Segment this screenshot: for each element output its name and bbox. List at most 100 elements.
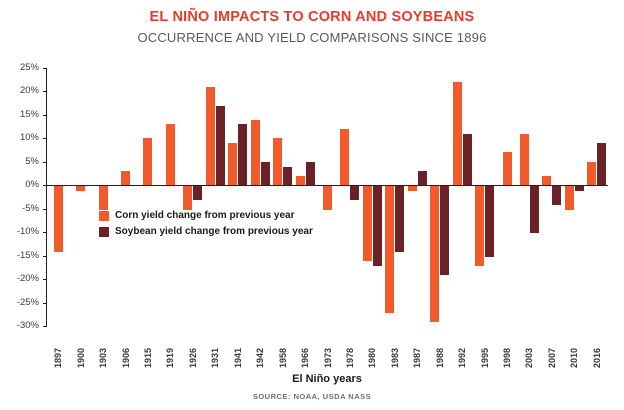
bar-corn-1942 (250, 119, 260, 186)
x-tick-label: 2007 (546, 347, 557, 368)
y-tick-label: 20% (19, 85, 39, 97)
bar-corn-1903 (98, 186, 108, 210)
legend: Corn yield change from previous year Soy… (99, 210, 313, 242)
bar-corn-1988 (430, 186, 440, 323)
bar-soybean-1992 (462, 133, 472, 186)
x-tick-label: 2010 (569, 347, 580, 368)
bar-soybean-2003 (529, 186, 539, 234)
x-tick-label: 1915 (142, 347, 153, 368)
y-tick-label: 0% (25, 179, 39, 191)
bar-corn-2007 (542, 175, 552, 186)
bar-corn-1987 (407, 186, 417, 191)
x-axis-labels: 1897 1900 1903 1906 1915 1919 1926 1931 1941 1942… (46, 330, 608, 370)
y-tick-label: -30% (16, 320, 39, 331)
x-tick-label: 1988 (434, 347, 445, 368)
y-tick-label: -25% (16, 296, 39, 308)
bar-soybean-1988 (440, 186, 450, 276)
bar-soybean-1987 (417, 171, 427, 186)
x-tick-label: 1958 (277, 347, 288, 368)
y-tick-label: 25% (19, 62, 39, 73)
y-tick-mark (43, 326, 47, 327)
zero-axis-line (47, 185, 608, 186)
bar-corn-1995 (475, 186, 485, 266)
bar-soybean-1958 (283, 166, 293, 186)
bar-corn-2016 (587, 161, 597, 186)
corn-legend-swatch (99, 210, 109, 221)
soybean-legend-label: Soybean yield change from previous year (115, 226, 313, 237)
bar-soybean-1926 (193, 186, 203, 201)
x-tick-label: 1980 (367, 347, 378, 368)
bar-corn-1973 (323, 186, 332, 210)
bar-soybean-1966 (305, 161, 315, 186)
y-tick-label: -5% (22, 202, 39, 214)
y-tick-label: -15% (16, 249, 39, 261)
x-tick-label: 1900 (75, 347, 86, 368)
y-tick-mark (43, 162, 47, 163)
bar-corn-1966 (295, 175, 305, 186)
y-tick-mark (43, 91, 47, 92)
x-axis-title: El Niño years (292, 373, 362, 385)
y-axis: 25% 20% 15% 10% 5% 0% -5% -10% -15% -20% -25% -30% (0, 62, 42, 331)
bar-soybean-1942 (260, 161, 270, 186)
bar-soybean-1978 (350, 186, 360, 201)
x-tick-label: 2016 (591, 347, 602, 368)
x-tick-label: 1919 (165, 347, 176, 368)
y-tick-label: -10% (16, 226, 39, 238)
bar-corn-1992 (452, 82, 462, 186)
y-tick-label: 5% (25, 155, 39, 167)
bar-soybean-1980 (372, 186, 382, 266)
y-tick-label: -20% (16, 273, 39, 285)
x-tick-label: 1897 (53, 347, 64, 368)
bar-corn-1906 (121, 171, 131, 186)
x-tick-label: 1998 (502, 347, 513, 368)
y-tick-mark (43, 138, 47, 139)
x-tick-label: 1992 (457, 347, 468, 368)
plot-area: Corn yield change from previous year Soy… (43, 68, 608, 327)
chart-subtitle: OCCURRENCE AND YIELD COMPARISONS SINCE 1… (137, 30, 487, 45)
bar-corn-1915 (143, 138, 153, 186)
bar-corn-1978 (340, 128, 350, 186)
x-tick-label: 1931 (210, 347, 221, 368)
x-tick-label: 1941 (232, 347, 243, 368)
bar-corn-1900 (76, 186, 86, 191)
bar-corn-1958 (273, 138, 283, 186)
bar-soybean-1941 (238, 124, 248, 186)
source-note: SOURCE: NOAA, USDA NASS (252, 392, 372, 401)
bar-corn-1897 (53, 186, 63, 252)
y-tick-mark (43, 209, 47, 210)
x-tick-label: 1942 (255, 347, 266, 368)
bar-soybean-2016 (597, 143, 607, 186)
corn-legend-label: Corn yield change from previous year (115, 210, 295, 221)
y-tick-mark (43, 232, 47, 233)
y-tick-mark (43, 279, 47, 280)
legend-item-corn: Corn yield change from previous year (99, 210, 313, 221)
x-tick-label: 1973 (322, 347, 333, 368)
bar-corn-1931 (205, 86, 215, 186)
x-tick-label: 1966 (300, 347, 311, 368)
x-tick-label: 1978 (344, 347, 355, 368)
bar-corn-1998 (502, 152, 512, 186)
x-tick-label: 1995 (479, 347, 490, 368)
bar-soybean-1931 (215, 105, 225, 186)
bar-corn-1941 (228, 143, 238, 186)
bar-soybean-1983 (395, 186, 405, 252)
y-tick-mark (43, 115, 47, 116)
x-tick-label: 2003 (524, 347, 535, 368)
x-tick-label: 1906 (120, 347, 131, 368)
bar-corn-1983 (385, 186, 395, 313)
bar-soybean-2007 (552, 186, 562, 206)
y-tick-mark (43, 68, 47, 69)
bar-corn-2010 (564, 186, 574, 210)
bar-soybean-2010 (574, 186, 584, 191)
legend-item-soybean: Soybean yield change from previous year (99, 226, 313, 237)
y-tick-mark (43, 303, 47, 304)
bar-corn-1980 (362, 186, 372, 262)
bar-corn-1926 (183, 186, 193, 210)
bar-corn-1919 (165, 124, 175, 186)
y-tick-mark (43, 256, 47, 257)
bar-soybean-1995 (485, 186, 495, 257)
soybean-legend-swatch (99, 226, 109, 237)
y-tick-mark (43, 185, 47, 186)
chart-title: EL NIÑO IMPACTS TO CORN AND SOYBEANS (149, 9, 475, 25)
